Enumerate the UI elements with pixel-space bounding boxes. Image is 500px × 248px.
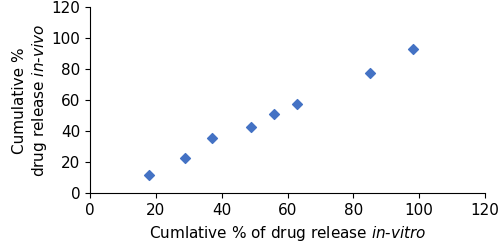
Point <box>145 173 153 177</box>
Point <box>408 47 416 51</box>
Y-axis label: Cumulative %
drug release $\it{in}$-$\it{vivo}$: Cumulative % drug release $\it{in}$-$\it… <box>12 24 49 177</box>
Point <box>294 102 302 106</box>
Point <box>270 112 278 116</box>
Point <box>208 136 216 140</box>
Point <box>366 70 374 74</box>
Point <box>248 125 256 129</box>
Point <box>182 156 190 160</box>
X-axis label: Cumlative % of drug release $\it{in}$-$\it{vitro}$: Cumlative % of drug release $\it{in}$-$\… <box>148 224 426 243</box>
